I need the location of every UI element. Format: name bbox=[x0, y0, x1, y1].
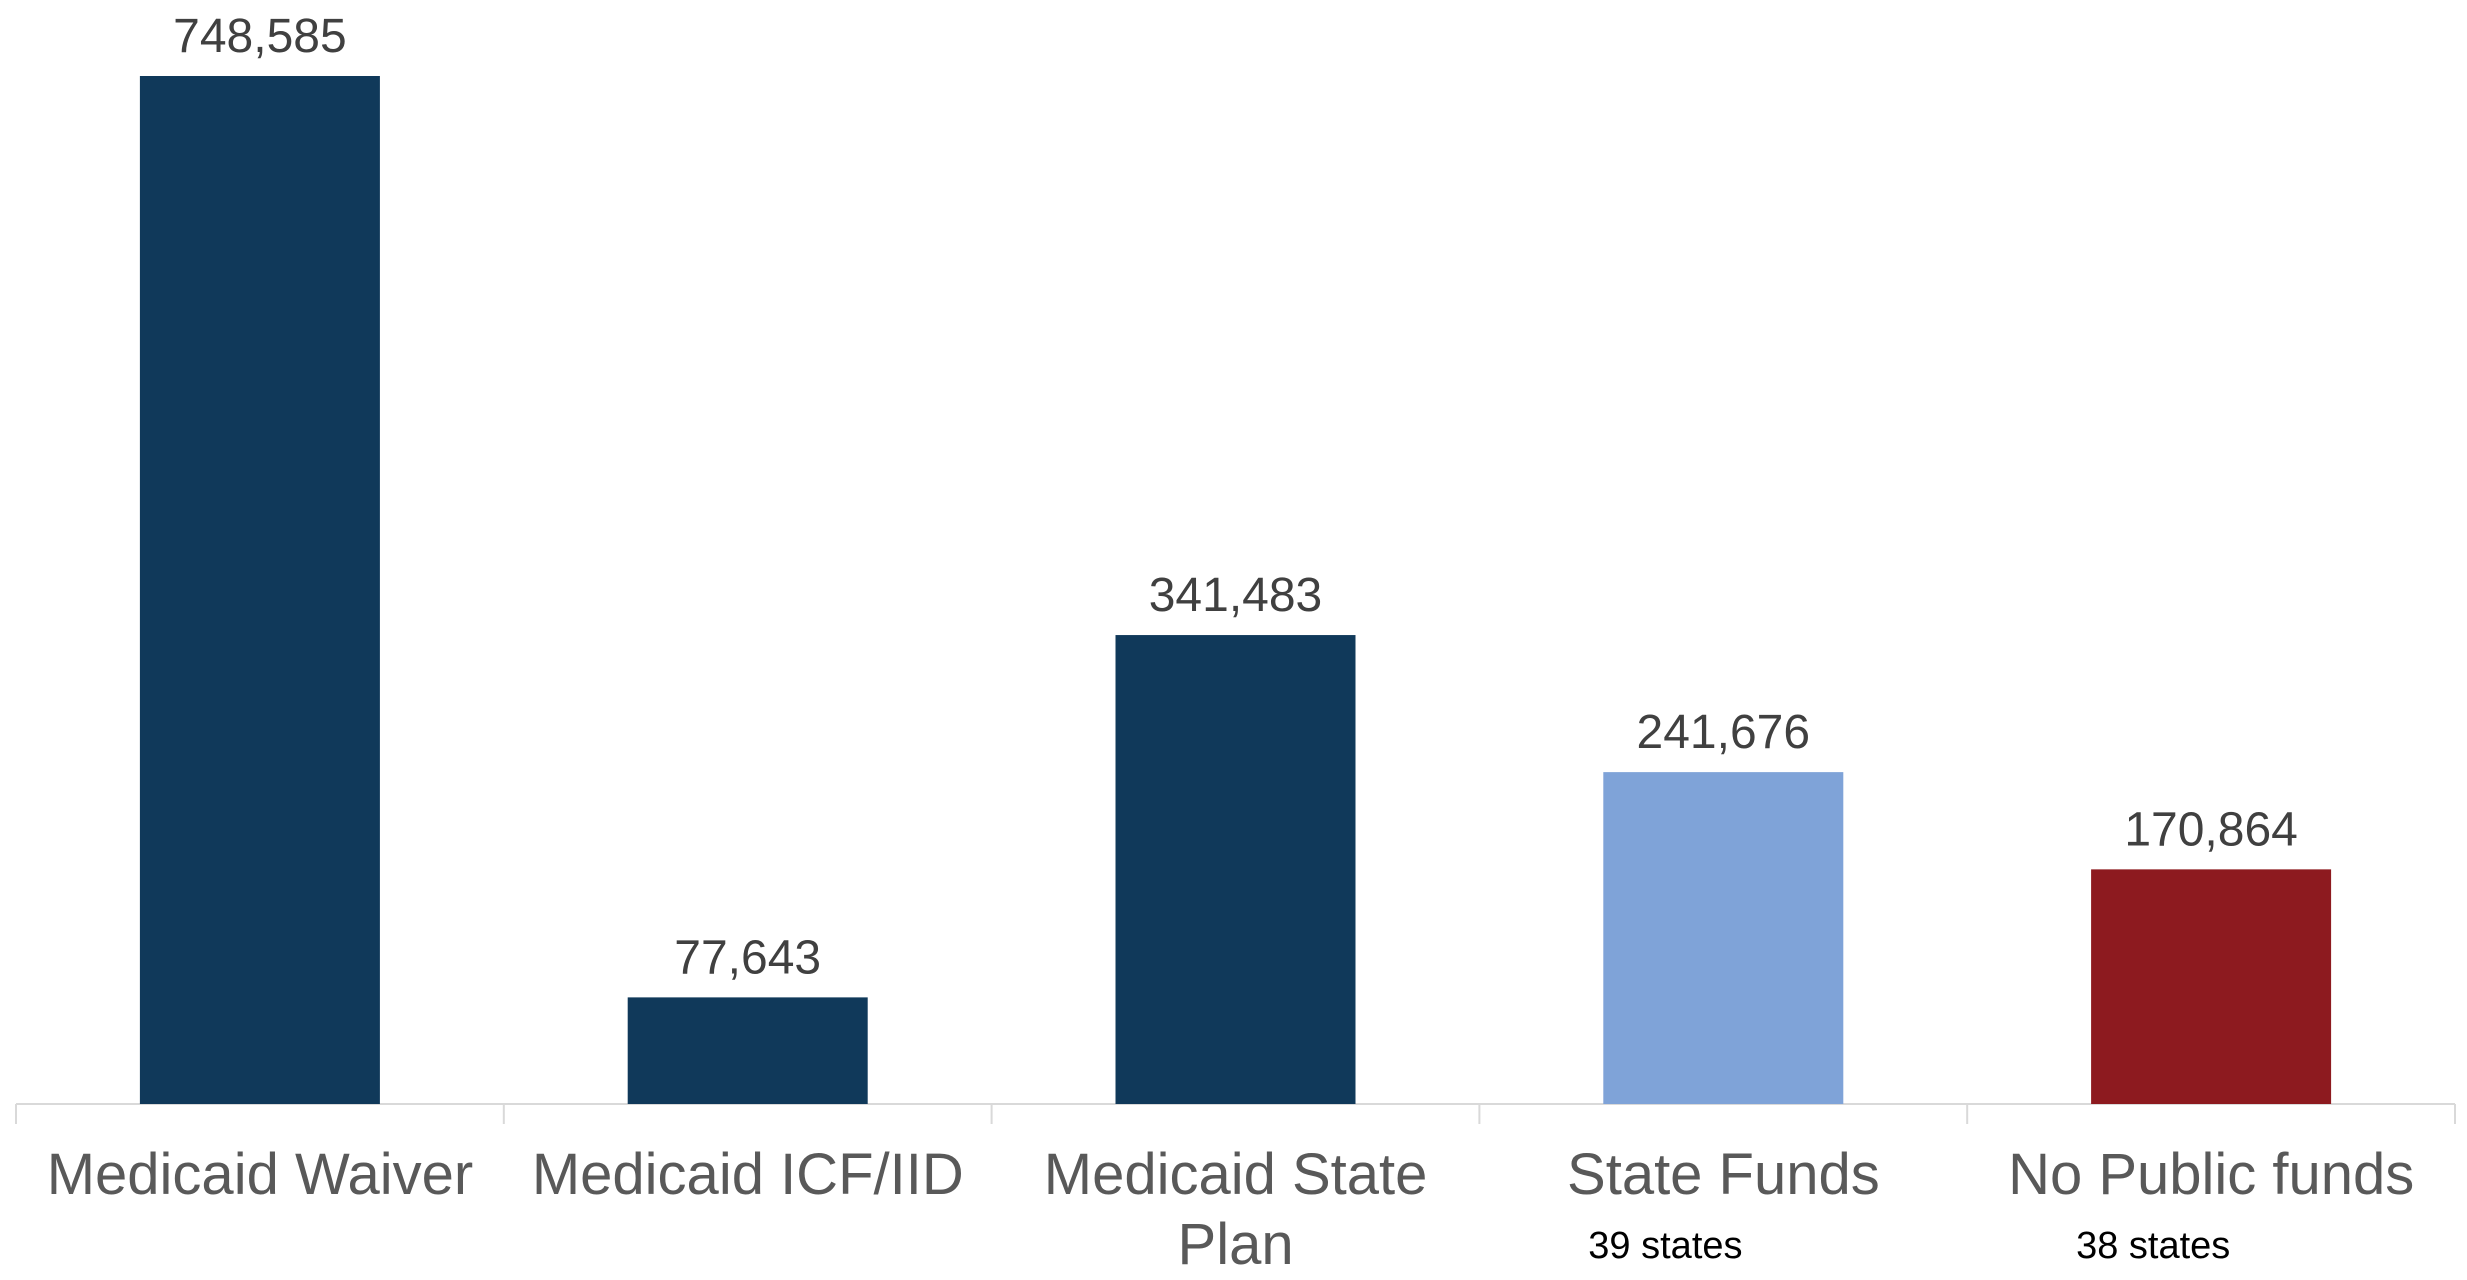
value-label: 241,676 bbox=[1637, 706, 1811, 759]
category-label: No Public funds bbox=[2008, 1142, 2415, 1207]
value-label: 77,643 bbox=[674, 931, 821, 984]
value-label: 341,483 bbox=[1149, 569, 1323, 622]
bar bbox=[1115, 635, 1356, 1104]
bar bbox=[2091, 869, 2332, 1104]
category-note: 39 states bbox=[1588, 1225, 1742, 1267]
value-label: 748,585 bbox=[173, 10, 347, 63]
category-label: State Funds bbox=[1567, 1142, 1880, 1207]
value-label: 170,864 bbox=[2124, 803, 2298, 856]
bar bbox=[1603, 772, 1844, 1104]
bar bbox=[139, 76, 380, 1104]
category-note: 38 states bbox=[2076, 1225, 2230, 1267]
category-label: Medicaid Waiver bbox=[46, 1142, 474, 1207]
category-label: Medicaid ICF/IID bbox=[531, 1142, 964, 1207]
bar bbox=[627, 997, 868, 1104]
category-label: Medicaid State Plan bbox=[1043, 1142, 1428, 1277]
